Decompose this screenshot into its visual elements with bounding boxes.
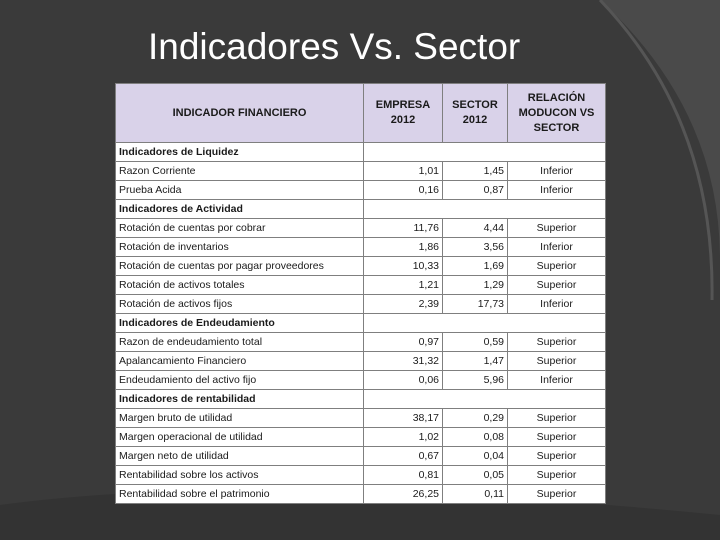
table-row: Prueba Acida 0,16 0,87 Inferior — [115, 180, 606, 200]
sector-value: 5,96 — [442, 370, 508, 390]
sector-value: 1,69 — [442, 256, 508, 276]
indicator-label: Rentabilidad sobre los activos — [115, 465, 364, 485]
table-row: Margen neto de utilidad 0,67 0,04 Superior — [115, 446, 606, 466]
sector-value: 0,08 — [442, 427, 508, 447]
indicator-label: Razon de endeudamiento total — [115, 332, 364, 352]
table-row: Rotación de activos totales 1,21 1,29 Super… — [115, 275, 606, 295]
indicator-label: Margen bruto de utilidad — [115, 408, 364, 428]
relacion-value: Inferior — [507, 294, 606, 314]
relacion-value: Superior — [507, 408, 606, 428]
slide-title: Indicadores Vs. Sector — [148, 26, 521, 67]
section-label: Indicadores de rentabilidad — [115, 389, 364, 409]
table-row: Razon de endeudamiento total 0,97 0,59 Supe… — [115, 332, 606, 352]
sector-value: 1,47 — [442, 351, 508, 371]
relacion-value: Superior — [507, 218, 606, 238]
sector-value: 0,11 — [442, 484, 508, 504]
table-row: Apalancamiento Financiero 31,32 1,47 Superi… — [115, 351, 606, 371]
sector-value: 1,29 — [442, 275, 508, 295]
table-row: Endeudamiento del activo fijo 0,06 5,96 Inf… — [115, 370, 606, 390]
empresa-value: 0,97 — [363, 332, 443, 352]
empresa-value: 1,02 — [363, 427, 443, 447]
indicator-label: Rotación de cuentas por pagar proveedore… — [115, 256, 364, 276]
indicators-table: INDICADOR FINANCIERO EMPRESA 2012 SECTOR… — [115, 83, 606, 504]
empresa-value: 0,81 — [363, 465, 443, 485]
indicator-label: Margen neto de utilidad — [115, 446, 364, 466]
indicator-label: Rotación de activos fijos — [115, 294, 364, 314]
indicator-label: Rotación de cuentas por cobrar — [115, 218, 364, 238]
section-header-row: Indicadores de Endeudamiento — [115, 313, 606, 333]
table-row: Razon Corriente 1,01 1,45 Inferior — [115, 161, 606, 181]
section-label: Indicadores de Actividad — [115, 199, 364, 219]
sector-value: 3,56 — [442, 237, 508, 257]
section-header-row: Indicadores de Actividad — [115, 199, 606, 219]
sector-value: 0,04 — [442, 446, 508, 466]
relacion-value: Superior — [507, 275, 606, 295]
empresa-value: 10,33 — [363, 256, 443, 276]
section-header-row: Indicadores de rentabilidad — [115, 389, 606, 409]
indicator-label: Endeudamiento del activo fijo — [115, 370, 364, 390]
header-relacion: RELACIÓN MODUCON VS SECTOR — [507, 83, 606, 143]
section-header-row: Indicadores de Liquidez — [115, 142, 606, 162]
empresa-value: 1,86 — [363, 237, 443, 257]
sector-value: 0,05 — [442, 465, 508, 485]
table-body: Indicadores de Liquidez Razon Corriente 1,… — [115, 142, 606, 504]
sector-value: 1,45 — [442, 161, 508, 181]
empresa-value: 26,25 — [363, 484, 443, 504]
relacion-value: Superior — [507, 427, 606, 447]
sector-value: 17,73 — [442, 294, 508, 314]
section-spacer-cell — [363, 142, 606, 162]
table-row: Rotación de cuentas por pagar proveedore… — [115, 256, 606, 276]
relacion-value: Superior — [507, 256, 606, 276]
indicator-label: Rotación de inventarios — [115, 237, 364, 257]
relacion-value: Superior — [507, 484, 606, 504]
section-label: Indicadores de Liquidez — [115, 142, 364, 162]
table-row: Rotación de activos fijos 2,39 17,73 Inferi… — [115, 294, 606, 314]
empresa-value: 2,39 — [363, 294, 443, 314]
empresa-value: 0,16 — [363, 180, 443, 200]
indicator-label: Rotación de activos totales — [115, 275, 364, 295]
section-spacer-cell — [363, 199, 606, 219]
relacion-value: Superior — [507, 465, 606, 485]
relacion-value: Inferior — [507, 161, 606, 181]
section-spacer-cell — [363, 313, 606, 333]
relacion-value: Inferior — [507, 180, 606, 200]
table-row: Rotación de cuentas por cobrar 11,76 4,44 S… — [115, 218, 606, 238]
relacion-value: Superior — [507, 351, 606, 371]
relacion-value: Superior — [507, 446, 606, 466]
empresa-value: 0,67 — [363, 446, 443, 466]
indicator-label: Razon Corriente — [115, 161, 364, 181]
empresa-value: 1,21 — [363, 275, 443, 295]
header-empresa: EMPRESA 2012 — [363, 83, 443, 143]
indicator-label: Rentabilidad sobre el patrimonio — [115, 484, 364, 504]
table-row: Rotación de inventarios 1,86 3,56 Inferior — [115, 237, 606, 257]
header-sector: SECTOR 2012 — [442, 83, 508, 143]
empresa-value: 0,06 — [363, 370, 443, 390]
indicator-label: Margen operacional de utilidad — [115, 427, 364, 447]
table-row: Margen operacional de utilidad 1,02 0,08 Su… — [115, 427, 606, 447]
relacion-value: Superior — [507, 332, 606, 352]
sector-value: 0,59 — [442, 332, 508, 352]
section-spacer-cell — [363, 389, 606, 409]
relacion-value: Inferior — [507, 237, 606, 257]
empresa-value: 31,32 — [363, 351, 443, 371]
section-label: Indicadores de Endeudamiento — [115, 313, 364, 333]
indicator-label: Apalancamiento Financiero — [115, 351, 364, 371]
empresa-value: 11,76 — [363, 218, 443, 238]
sector-value: 0,29 — [442, 408, 508, 428]
empresa-value: 38,17 — [363, 408, 443, 428]
table-row: Rentabilidad sobre los activos 0,81 0,05 Su… — [115, 465, 606, 485]
sector-value: 0,87 — [442, 180, 508, 200]
sector-value: 4,44 — [442, 218, 508, 238]
header-indicator: INDICADOR FINANCIERO — [115, 83, 364, 143]
empresa-value: 1,01 — [363, 161, 443, 181]
indicators-table-container: INDICADOR FINANCIERO EMPRESA 2012 SECTOR… — [115, 83, 606, 504]
table-header-row: INDICADOR FINANCIERO EMPRESA 2012 SECTOR… — [115, 83, 606, 143]
table-row: Rentabilidad sobre el patrimonio 26,25 0,1… — [115, 484, 606, 504]
relacion-value: Inferior — [507, 370, 606, 390]
table-row: Margen bruto de utilidad 38,17 0,29 Superio… — [115, 408, 606, 428]
indicator-label: Prueba Acida — [115, 180, 364, 200]
